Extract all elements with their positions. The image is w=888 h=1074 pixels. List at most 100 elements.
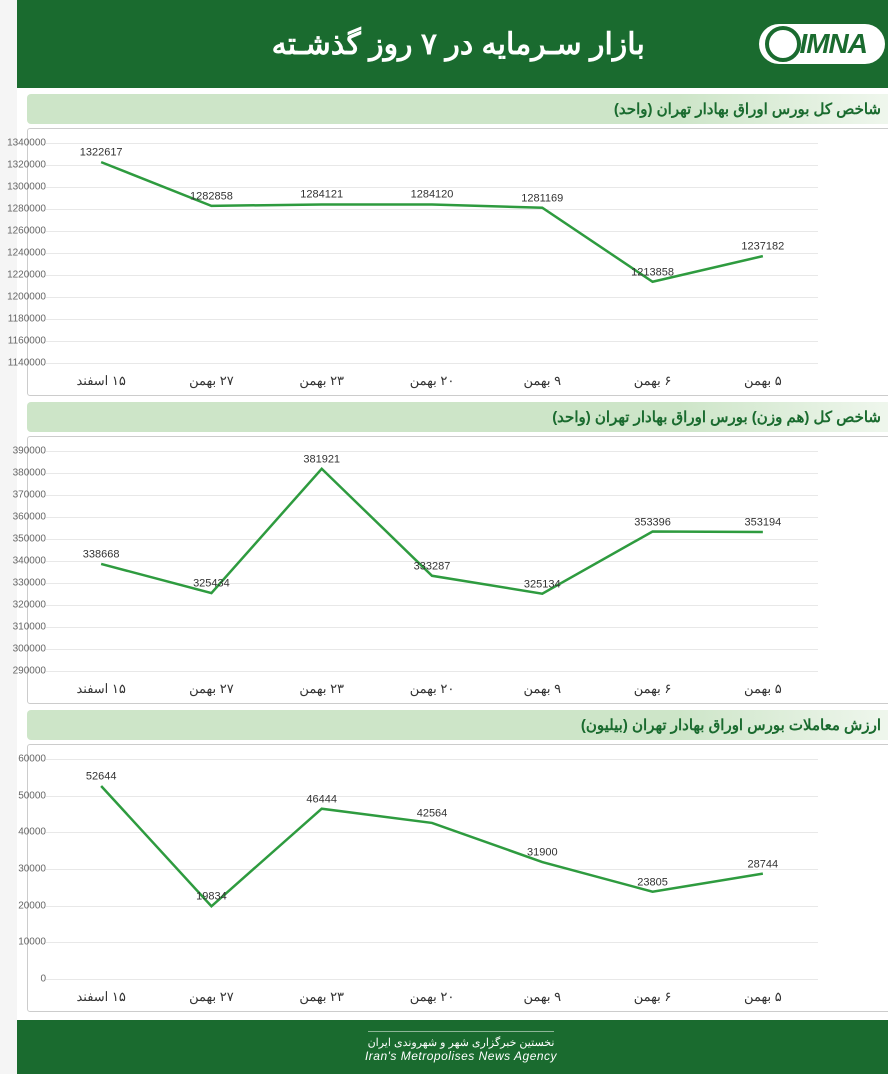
page-title: بازار سـرمایه در ۷ روز گذشـته [140, 27, 742, 62]
chart-box: 2900003000003100003200003300003400003500… [10, 436, 878, 704]
chart-line-svg [29, 143, 801, 363]
data-point-label: 325434 [176, 577, 213, 589]
x-axis-label: ۵ بهمن [691, 367, 801, 389]
footer-line1: نخستین خبرگزاری شهر و شهروندی ایران [351, 1031, 538, 1049]
y-axis-label: 10000 [0, 937, 29, 948]
data-point-label: 52644 [69, 770, 100, 782]
y-axis-label: 290000 [0, 666, 29, 677]
x-axis-label: ۶ بهمن [580, 675, 690, 697]
x-axis-label: ۲۳ بهمن [250, 367, 360, 389]
chart-plot: 1140000116000011800001200000122000012400… [29, 143, 801, 363]
data-point-label: 1322617 [63, 147, 106, 159]
y-axis-label: 1280000 [0, 204, 29, 215]
y-axis-label: 320000 [0, 600, 29, 611]
y-axis-label: 1140000 [0, 358, 29, 369]
y-axis-label: 30000 [0, 864, 29, 875]
data-point-label: 1282858 [173, 190, 216, 202]
y-axis-label: 50000 [0, 790, 29, 801]
y-axis-label: 380000 [0, 468, 29, 479]
y-axis-label: 1180000 [0, 314, 29, 325]
chart-section: شاخص کل (هم وزن) بورس اوراق بهادار تهران… [0, 396, 888, 704]
x-axis-row: ۵ بهمن۶ بهمن۹ بهمن۲۰ بهمن۲۳ بهمن۲۷ بهمن۱… [29, 367, 801, 389]
y-axis-label: 1340000 [0, 138, 29, 149]
data-point-label: 1281169 [504, 192, 546, 204]
header-bar: IMNA بازار سـرمایه در ۷ روز گذشـته [0, 0, 888, 88]
y-axis-label: 20000 [0, 900, 29, 911]
x-axis-label: ۲۷ بهمن [139, 675, 249, 697]
x-axis-label: ۹ بهمن [470, 675, 580, 697]
data-point-label: 1284120 [394, 189, 437, 201]
x-axis-label: ۵ بهمن [691, 675, 801, 697]
y-axis-label: 330000 [0, 578, 29, 589]
data-point-label: 31900 [510, 846, 541, 858]
y-axis-label: 1240000 [0, 248, 29, 259]
y-axis-label: 1320000 [0, 160, 29, 171]
x-axis-label: ۲۰ بهمن [360, 367, 470, 389]
x-axis-label: ۲۷ بهمن [139, 983, 249, 1005]
grid-line [29, 363, 801, 364]
y-axis-label: 350000 [0, 534, 29, 545]
data-point-label: 1237182 [724, 240, 767, 252]
chart-title: شاخص کل (هم وزن) بورس اوراق بهادار تهران… [10, 402, 878, 432]
x-axis-label: ۲۳ بهمن [250, 675, 360, 697]
chart-polyline [84, 786, 746, 906]
y-axis-label: 1220000 [0, 270, 29, 281]
y-axis-label: 1260000 [0, 226, 29, 237]
x-axis-label: ۲۳ بهمن [250, 983, 360, 1005]
data-point-label: 19834 [179, 891, 210, 903]
data-point-label: 338668 [66, 548, 103, 560]
y-axis-label: 1300000 [0, 182, 29, 193]
x-axis-label: ۱۵ اسفند [29, 367, 139, 389]
data-point-label: 333287 [397, 560, 434, 572]
x-axis-label: ۹ بهمن [470, 367, 580, 389]
chart-title: ارزش معاملات بورس اوراق بهادار تهران (بی… [10, 710, 878, 740]
y-axis-label: 310000 [0, 622, 29, 633]
data-point-label: 46444 [289, 793, 320, 805]
chart-title: شاخص کل بورس اوراق بهادار تهران (واحد) [10, 94, 878, 124]
data-point-label: 353194 [727, 516, 764, 528]
footer-bar: نخستین خبرگزاری شهر و شهروندی ایران Iran… [0, 1020, 888, 1074]
y-axis-label: 360000 [0, 512, 29, 523]
x-axis-label: ۱۵ اسفند [29, 675, 139, 697]
chart-polyline [84, 469, 746, 594]
data-point-label: 325134 [507, 578, 544, 590]
chart-polyline [84, 162, 746, 282]
logo-badge: IMNA [742, 24, 868, 64]
charts-container: شاخص کل بورس اوراق بهادار تهران (واحد) 11… [0, 88, 888, 1012]
data-point-label: 42564 [400, 807, 431, 819]
x-axis-label: ۲۰ بهمن [360, 675, 470, 697]
x-axis-label: ۶ بهمن [580, 367, 690, 389]
footer-line2: Iran's Metropolises News Agency [348, 1049, 540, 1063]
chart-box: 0100002000030000400005000060000287442380… [10, 744, 878, 1012]
data-point-label: 28744 [731, 858, 762, 870]
y-axis-label: 1200000 [0, 292, 29, 303]
x-axis-label: ۵ بهمن [691, 983, 801, 1005]
chart-plot: 2900003000003100003200003300003400003500… [29, 451, 801, 671]
data-point-label: 1284121 [283, 189, 326, 201]
x-axis-label: ۲۷ بهمن [139, 367, 249, 389]
x-axis-row: ۵ بهمن۶ بهمن۹ بهمن۲۰ بهمن۲۳ بهمن۲۷ بهمن۱… [29, 983, 801, 1005]
grid-line [29, 979, 801, 980]
chart-section: ارزش معاملات بورس اوراق بهادار تهران (بی… [0, 704, 888, 1012]
chart-plot: 0100002000030000400005000060000287442380… [29, 759, 801, 979]
x-axis-label: ۲۰ بهمن [360, 983, 470, 1005]
grid-line [29, 671, 801, 672]
y-axis-label: 340000 [0, 556, 29, 567]
chart-section: شاخص کل بورس اوراق بهادار تهران (واحد) 11… [0, 88, 888, 396]
chart-line-svg [29, 759, 801, 979]
data-point-label: 1213858 [614, 266, 657, 278]
x-axis-label: ۶ بهمن [580, 983, 690, 1005]
y-axis-label: 0 [15, 974, 29, 985]
data-point-label: 23805 [620, 876, 651, 888]
y-axis-label: 60000 [0, 754, 29, 765]
y-axis-label: 390000 [0, 446, 29, 457]
y-axis-label: 1160000 [0, 336, 29, 347]
infographic-page: IMNA بازار سـرمایه در ۷ روز گذشـته شاخص … [0, 0, 888, 1074]
y-axis-label: 300000 [0, 644, 29, 655]
data-point-label: 381921 [286, 453, 323, 465]
data-point-label: 353396 [617, 516, 654, 528]
x-axis-row: ۵ بهمن۶ بهمن۹ بهمن۲۰ بهمن۲۳ بهمن۲۷ بهمن۱… [29, 675, 801, 697]
y-axis-label: 370000 [0, 490, 29, 501]
x-axis-label: ۹ بهمن [470, 983, 580, 1005]
chart-box: 1140000116000011800001200000122000012400… [10, 128, 878, 396]
